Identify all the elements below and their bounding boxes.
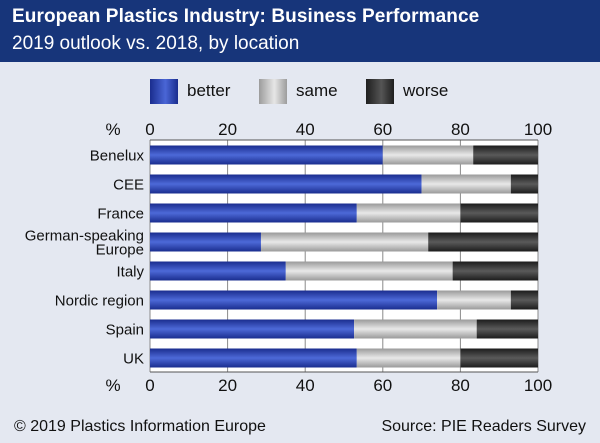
bar-better-benelux xyxy=(150,145,383,165)
copyright-text: © 2019 Plastics Information Europe xyxy=(14,418,266,435)
bar-worse-uk xyxy=(460,348,538,368)
chart-subtitle: 2019 outlook vs. 2018, by location xyxy=(12,33,300,54)
category-label: German-speaking Europe xyxy=(25,228,144,259)
legend-swatch-better xyxy=(150,79,178,104)
bar-worse-spain xyxy=(476,319,538,339)
tick-label-top: 20 xyxy=(218,120,237,139)
bar-same-cee xyxy=(421,174,511,194)
tick-label-top: 60 xyxy=(373,120,392,139)
category-label: France xyxy=(97,206,144,223)
category-label: Italy xyxy=(116,264,144,281)
bar-worse-cee xyxy=(510,174,538,194)
bar-worse-german-speaking-europe xyxy=(428,232,538,252)
category-label: Nordic region xyxy=(55,293,144,310)
legend-label-better: better xyxy=(187,81,231,100)
category-label: Benelux xyxy=(90,148,145,165)
chart-header: European Plastics Industry: Business Per… xyxy=(0,0,600,62)
bar-same-italy xyxy=(285,261,453,281)
bar-same-spain xyxy=(354,319,477,339)
tick-label-top: 100 xyxy=(524,120,552,139)
category-label: Spain xyxy=(106,322,144,339)
category-label: CEE xyxy=(113,177,144,194)
bar-worse-france xyxy=(460,203,538,223)
bar-same-france xyxy=(356,203,461,223)
bar-better-france xyxy=(150,203,357,223)
legend-label-worse: worse xyxy=(403,81,449,100)
unit-label-top: % xyxy=(105,120,120,139)
bar-better-italy xyxy=(150,261,286,281)
tick-label-bottom: 60 xyxy=(373,376,392,395)
bar-better-uk xyxy=(150,348,357,368)
bar-same-german-speaking-europe xyxy=(260,232,429,252)
category-label: UK xyxy=(123,351,144,368)
bar-better-spain xyxy=(150,319,355,339)
tick-label-top: 40 xyxy=(296,120,315,139)
tick-label-bottom: 0 xyxy=(145,376,154,395)
bar-worse-nordic-region xyxy=(510,290,538,310)
source-text: Source: PIE Readers Survey xyxy=(381,418,586,435)
bar-same-benelux xyxy=(382,145,474,165)
tick-label-bottom: 100 xyxy=(524,376,552,395)
bar-worse-italy xyxy=(452,261,538,281)
tick-label-top: 80 xyxy=(451,120,470,139)
tick-label-bottom: 40 xyxy=(296,376,315,395)
legend-swatch-same xyxy=(259,79,287,104)
tick-label-bottom: 20 xyxy=(218,376,237,395)
legend-swatch-worse xyxy=(366,79,394,104)
tick-label-top: 0 xyxy=(145,120,154,139)
bar-same-uk xyxy=(356,348,461,368)
chart-title: European Plastics Industry: Business Per… xyxy=(12,6,480,27)
bar-better-nordic-region xyxy=(150,290,438,310)
bar-better-cee xyxy=(150,174,422,194)
legend-label-same: same xyxy=(296,81,338,100)
bar-same-nordic-region xyxy=(437,290,511,310)
unit-label-bottom: % xyxy=(105,376,120,395)
bar-better-german-speaking-europe xyxy=(150,232,261,252)
bar-worse-benelux xyxy=(473,145,538,165)
tick-label-bottom: 80 xyxy=(451,376,470,395)
